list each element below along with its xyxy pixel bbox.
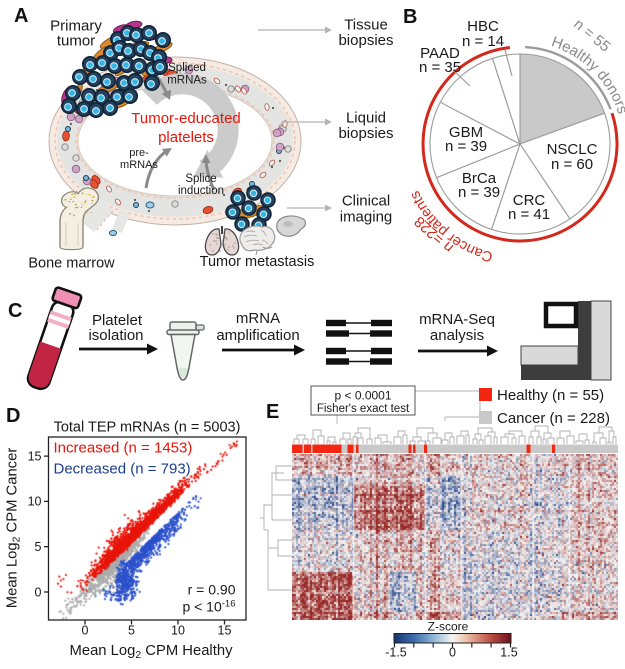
svg-text:Increased (n = 1453): Increased (n = 1453): [54, 440, 193, 457]
svg-text:amplification: amplification: [216, 327, 299, 344]
svg-text:Fisher's exact test: Fisher's exact test: [317, 403, 410, 415]
svg-text:Tissue: Tissue: [344, 17, 388, 34]
svg-text:NSCLC: NSCLC: [547, 141, 598, 158]
svg-text:-1.5: -1.5: [385, 646, 407, 660]
svg-text:Mean Log2 CPM Cancer: Mean Log2 CPM Cancer: [5, 448, 23, 609]
svg-text:mRNA-Seq: mRNA-Seq: [419, 311, 495, 328]
svg-text:n = 14: n = 14: [462, 33, 504, 50]
svg-text:HBC: HBC: [467, 18, 499, 35]
svg-text:D: D: [6, 405, 20, 427]
svg-text:5: 5: [128, 624, 135, 638]
svg-text:1.5: 1.5: [500, 646, 517, 660]
svg-text:platelets: platelets: [158, 129, 214, 146]
svg-text:10: 10: [171, 624, 185, 638]
svg-text:Primary: Primary: [50, 18, 102, 35]
svg-text:Decreased (n = 793): Decreased (n = 793): [54, 461, 191, 478]
svg-text:PAAD: PAAD: [420, 45, 460, 62]
svg-text:mRNAs: mRNAs: [120, 159, 158, 171]
svg-text:CRC: CRC: [513, 192, 546, 209]
svg-text:isolation: isolation: [88, 327, 143, 344]
svg-text:Healthy (n = 55): Healthy (n = 55): [497, 387, 604, 404]
svg-text:Tumor metastasis: Tumor metastasis: [200, 254, 315, 270]
svg-text:15: 15: [28, 449, 42, 463]
svg-text:mRNA: mRNA: [236, 310, 280, 327]
svg-text:Tumor-educated: Tumor-educated: [131, 110, 241, 127]
svg-text:p < 10-16: p < 10-16: [182, 599, 235, 615]
svg-text:analysis: analysis: [430, 327, 484, 344]
svg-text:mRNAs: mRNAs: [167, 75, 207, 87]
svg-text:Liquid: Liquid: [346, 110, 386, 127]
svg-text:imaging: imaging: [340, 209, 393, 226]
svg-text:pre-: pre-: [129, 147, 149, 159]
svg-text:15: 15: [218, 624, 232, 638]
svg-text:Spliced: Spliced: [168, 62, 206, 74]
svg-text:0: 0: [449, 646, 456, 660]
svg-text:Splice: Splice: [185, 173, 216, 185]
svg-text:Clinical: Clinical: [342, 193, 390, 210]
svg-text:Cancer (n = 228): Cancer (n = 228): [497, 410, 610, 427]
svg-text:0: 0: [82, 624, 89, 638]
svg-text:Platelet: Platelet: [92, 312, 143, 329]
svg-text:n = 41: n = 41: [508, 206, 550, 223]
svg-text:r = 0.90: r = 0.90: [188, 582, 236, 598]
svg-text:GBM: GBM: [449, 124, 483, 141]
svg-text:biopsies: biopsies: [338, 125, 393, 142]
svg-text:tumor: tumor: [57, 33, 95, 50]
svg-text:Z-score: Z-score: [428, 620, 469, 634]
svg-text:0: 0: [35, 585, 42, 599]
svg-text:A: A: [14, 5, 28, 27]
svg-text:n = 39: n = 39: [458, 184, 500, 201]
svg-text:n = 60: n = 60: [551, 156, 593, 173]
svg-text:5: 5: [35, 540, 42, 554]
svg-text:p < 0.0001: p < 0.0001: [334, 389, 391, 403]
svg-text:Bone marrow: Bone marrow: [28, 256, 115, 272]
svg-text:n = 35: n = 35: [419, 59, 461, 76]
svg-text:C: C: [8, 300, 22, 322]
svg-text:BrCa: BrCa: [462, 170, 497, 187]
svg-text:Mean Log2 CPM Healthy: Mean Log2 CPM Healthy: [70, 643, 234, 661]
svg-text:E: E: [266, 401, 279, 423]
svg-text:n = 39: n = 39: [445, 138, 487, 155]
svg-text:10: 10: [28, 495, 42, 509]
svg-text:induction: induction: [178, 185, 224, 197]
svg-text:biopsies: biopsies: [338, 32, 393, 49]
svg-text:Total TEP mRNAs (n = 5003): Total TEP mRNAs (n = 5003): [54, 420, 241, 436]
svg-text:B: B: [403, 6, 417, 28]
